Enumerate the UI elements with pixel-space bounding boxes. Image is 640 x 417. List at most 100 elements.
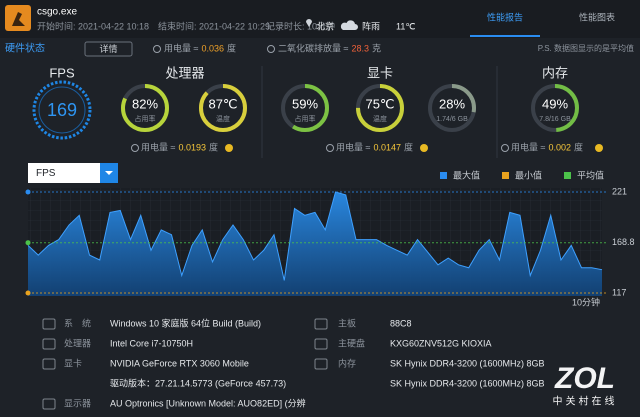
reference-label: 117: [612, 287, 626, 297]
info-icon: [42, 398, 56, 410]
gauge-caption: 7.8/16 GB: [539, 116, 571, 123]
fps-value: 169: [47, 100, 77, 120]
legend-label: 平均值: [577, 169, 604, 180]
gauge-label: 49%: [542, 96, 568, 111]
help-icon: [420, 144, 428, 152]
info-value: Intel Core i7-10750H: [110, 338, 193, 348]
info-icon: [42, 318, 56, 330]
gauge-arc: [356, 84, 404, 132]
status-title: 硬件状态: [5, 42, 45, 55]
info-value: AU Optronics [Unknown Model: AUO82ED] (分…: [110, 397, 306, 408]
power-icon: [326, 144, 334, 152]
info-value: 驱动版本：27.21.14.5773 (GeForce 457.73): [110, 377, 286, 388]
info-label: 系 统: [64, 317, 91, 328]
dropdown-label[interactable]: FPS: [36, 168, 56, 179]
watermark-logo: ZOL: [554, 362, 615, 395]
tab-underline: [470, 35, 540, 37]
info-icon: [314, 318, 328, 330]
start-time: 开始时间: 2021-04-22 10:18: [37, 20, 149, 31]
gauge-label: 75℃: [365, 96, 394, 111]
city: 北京: [316, 20, 334, 31]
info-label: 显示器: [64, 398, 91, 408]
power-icon: [153, 45, 161, 53]
power-value: 0.002: [548, 143, 571, 153]
co2-icon: [267, 45, 275, 53]
power-label: 用电量 ≈: [141, 142, 176, 153]
weather: 阵雨: [362, 20, 380, 31]
power-usage: 用电量 ≈0.0147 度: [336, 142, 413, 153]
section-title: 内存: [542, 65, 568, 80]
info-icon: [42, 338, 56, 350]
fps-line: [27, 191, 603, 281]
info-value: SK Hynix DDR4-3200 (1600MHz) 8GB: [390, 378, 545, 388]
info-icon: [314, 338, 328, 350]
gauge-caption: 1.74/6 GB: [436, 116, 468, 123]
header-bar: [0, 0, 640, 38]
power-value: 0.0193: [178, 143, 206, 153]
info-label: 显卡: [64, 357, 82, 368]
power-label: 用电量 ≈: [164, 43, 199, 54]
reference-dot: [25, 189, 31, 195]
info-value: 88C8: [390, 318, 412, 328]
gauge-arc: [199, 84, 247, 132]
note: P.S. 数据图显示的是平均值: [538, 43, 634, 53]
reference-label: 221: [612, 186, 627, 196]
dropdown-arrow[interactable]: [105, 171, 113, 175]
info-value: KXG60ZNV512G KIOXIA: [390, 338, 492, 348]
power-usage: 用电量 ≈0.0193 度: [141, 142, 218, 153]
legend-label: 最大值: [453, 169, 480, 180]
info-label: 主硬盘: [338, 337, 365, 348]
tab-charts[interactable]: 性能图表: [579, 11, 615, 22]
gauge-caption: 温度: [373, 114, 387, 123]
power-unit: 度: [404, 142, 413, 153]
info-label: 内存: [338, 357, 356, 368]
power-unit: 度: [209, 142, 218, 153]
info-icon: [314, 358, 328, 370]
fps-inner-ring: [38, 86, 86, 134]
app-icon-glyph: [12, 12, 25, 26]
info-icon: [42, 358, 56, 370]
gauge-label: 28%: [439, 96, 465, 111]
system-info-panel: [0, 310, 640, 417]
legend-swatch: [440, 172, 447, 179]
legend-swatch: [502, 172, 509, 179]
info-value: SK Hynix DDR4-3200 (1600MHz) 8GB: [390, 358, 545, 368]
reference-dot: [25, 240, 31, 246]
power-unit: 克: [372, 44, 381, 54]
location-icon: [306, 19, 312, 27]
power-label: 用电量 ≈: [511, 142, 546, 153]
metric-dropdown[interactable]: [28, 163, 118, 183]
help-icon: [595, 144, 603, 152]
section-title: 处理器: [165, 65, 204, 80]
x-axis-label: 10分钟: [572, 296, 600, 307]
section-title: 显卡: [367, 65, 393, 80]
details-button[interactable]: [84, 41, 133, 57]
gauge-arc: [281, 84, 329, 132]
reference-dot: [25, 290, 31, 296]
fps-title: FPS: [49, 65, 75, 80]
legend-swatch: [564, 172, 571, 179]
power-usage: 用电量 ≈0.002 度: [511, 142, 583, 153]
power-label: 用电量 ≈: [336, 142, 371, 153]
gauge-label: 59%: [292, 96, 318, 111]
watermark-text: 中关村在线: [553, 395, 618, 408]
power-label: 二氧化碳排放量 ≈: [278, 43, 349, 54]
temperature: 11℃: [396, 21, 415, 31]
info-label: 处理器: [64, 337, 91, 348]
gauge-label: 87℃: [208, 96, 237, 111]
info-label: 主板: [338, 317, 356, 328]
gauge-arc: [531, 84, 579, 132]
legend-label: 最小值: [515, 169, 542, 180]
tab-report[interactable]: 性能报告: [487, 11, 523, 22]
power-usage: 用电量 ≈0.036 度: [164, 43, 236, 54]
details-button-label[interactable]: 详情: [99, 43, 117, 54]
duration: 记录时长: 10分钟: [266, 20, 335, 31]
info-value: Windows 10 家庭版 64位 Build (Build): [110, 317, 261, 328]
gauge-arc: [121, 84, 169, 132]
gauge-caption: 温度: [216, 114, 230, 123]
end-time: 结束时间: 2021-04-22 10:29: [158, 20, 270, 31]
power-icon: [131, 144, 139, 152]
help-icon: [225, 144, 233, 152]
